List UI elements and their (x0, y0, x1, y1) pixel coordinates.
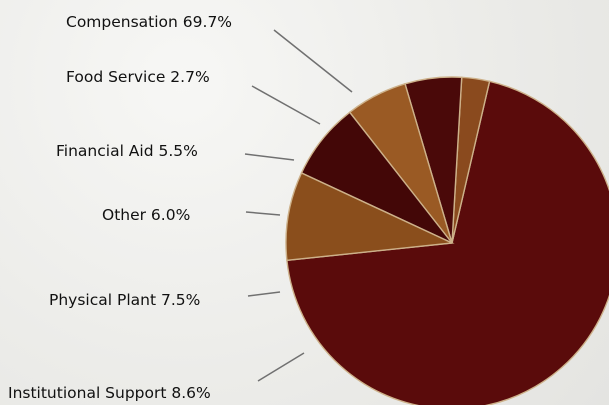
label-other: Other 6.0% (102, 206, 190, 224)
leader-line-physical-plant (247, 291, 281, 297)
label-physical-plant: Physical Plant 7.5% (49, 291, 200, 309)
leader-lines (244, 29, 353, 382)
pie-slice-compensation (286, 80, 609, 405)
label-food-service: Food Service 2.7% (66, 68, 210, 86)
leader-line-institutional-support (257, 352, 305, 382)
pie-slices (285, 76, 609, 405)
leader-line-financial-aid (244, 153, 295, 161)
leader-line-food-service (251, 85, 321, 125)
label-institutional-support: Institutional Support 8.6% (8, 384, 211, 402)
leader-line-compensation (273, 29, 353, 93)
label-financial-aid: Financial Aid 5.5% (56, 142, 198, 160)
leader-line-other (245, 211, 281, 216)
pie-slice-institutional-support (285, 172, 455, 262)
label-compensation: Compensation 69.7% (66, 13, 232, 31)
